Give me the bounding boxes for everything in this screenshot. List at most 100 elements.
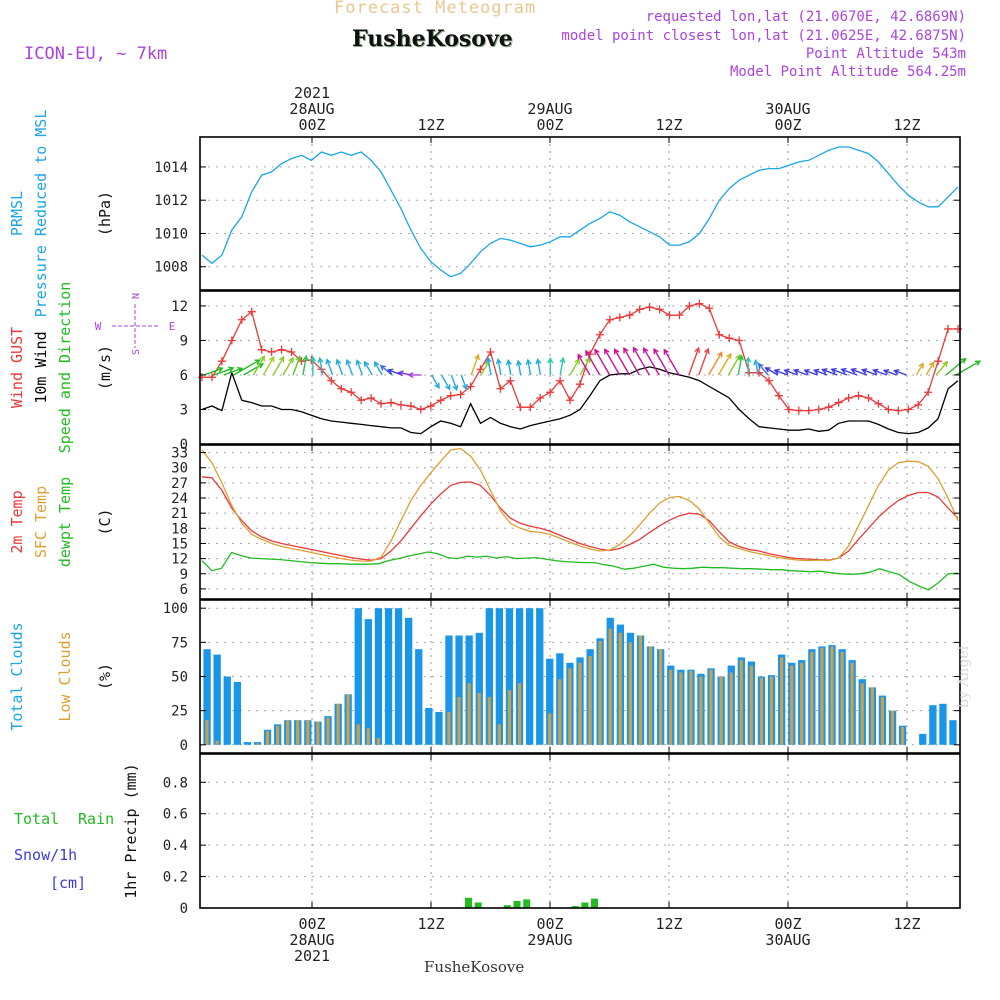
clouds-bar-low-clouds	[255, 743, 259, 745]
wind-arrow	[213, 367, 234, 376]
wind-ytick-label: 9	[180, 333, 188, 349]
wind-arrow-head	[345, 358, 352, 366]
wind-arrow-head	[613, 348, 620, 355]
clouds-bar-total-clouds	[445, 635, 453, 745]
wind-arrow	[460, 374, 467, 390]
gust-marker	[605, 315, 614, 324]
top-time-label: 29AUG	[527, 100, 572, 118]
pressure-ytick-label: 1010	[154, 226, 188, 242]
wind-arrow	[497, 359, 502, 376]
pressure-ytick-label: 1008	[154, 260, 188, 276]
gust-marker	[277, 345, 286, 354]
wind-arrow	[717, 353, 732, 376]
bottom-time-label: 12Z	[417, 915, 444, 933]
wind-arrow	[374, 361, 383, 376]
wind-arrow	[223, 367, 243, 376]
temperature-ytick-label: 15	[171, 536, 188, 552]
precip-bar-total-rain	[581, 902, 589, 908]
precip-ytick-label: 0.4	[163, 838, 188, 854]
clouds-bar-total-clouds	[233, 682, 241, 745]
wind-arrow	[517, 360, 522, 376]
wind-arrow	[754, 360, 759, 376]
wind-arrow	[203, 367, 223, 376]
clouds-bar-low-clouds	[618, 632, 622, 745]
temperature-series-sfc-temp	[201, 447, 959, 562]
clouds-bar-low-clouds	[719, 676, 723, 745]
wind-arrow	[319, 358, 324, 376]
wind-arrow-head	[716, 351, 723, 358]
wind-arrow-head	[764, 367, 771, 373]
wind-arrow	[594, 349, 611, 376]
wind-arrow	[430, 374, 440, 389]
gust-marker	[725, 334, 734, 343]
gust-marker	[675, 311, 684, 320]
wind-arrow	[688, 347, 700, 376]
gust-marker	[337, 384, 346, 393]
wind-arrow-head	[783, 368, 790, 375]
precip-ylabel: 1hr Precip (mm)	[122, 763, 140, 898]
gust-marker	[247, 307, 256, 316]
clouds-bar-total-clouds	[203, 649, 211, 745]
wind-arrow-head	[295, 355, 302, 362]
clouds-ytick-label: 0	[180, 738, 188, 754]
clouds-ytick-label: 25	[171, 704, 188, 720]
gust-marker	[526, 403, 535, 412]
clouds-bar-total-clouds	[415, 649, 423, 745]
clouds-bar-low-clouds	[306, 720, 310, 745]
bottom-time-label: 00Z	[536, 915, 563, 933]
data-layer	[198, 146, 982, 909]
clouds-bar-total-clouds	[213, 654, 221, 745]
clouds-bar-total-clouds	[546, 658, 554, 745]
bottom-time-label: 28AUG	[289, 931, 334, 949]
temperature-ytick-label: 6	[180, 582, 188, 598]
wind-arrow-head	[373, 360, 380, 368]
wind-arrow	[784, 369, 798, 376]
wind-arrow	[915, 363, 924, 376]
wind-arrow-head	[850, 367, 857, 374]
wind-side-label: Speed and Direction	[56, 282, 74, 454]
wind-series-10m-wind	[201, 366, 959, 435]
wind-arrow-head	[694, 346, 701, 354]
wind-ylabel: (m/s)	[96, 345, 114, 390]
gust-marker	[894, 406, 903, 415]
wind-arrow	[708, 352, 723, 376]
wind-arrow-head	[525, 358, 532, 366]
pressure-side-label: PRMSL	[8, 191, 26, 236]
wind-side-label: 10m Wind	[32, 331, 50, 403]
gust-marker	[566, 396, 575, 405]
gust-marker	[774, 391, 783, 400]
gust-marker	[595, 330, 604, 339]
wind-arrow	[282, 357, 294, 376]
precip-ytick-label: 0.8	[163, 775, 188, 791]
watermark: by Angel	[956, 645, 972, 708]
top-time-label: 28AUG	[289, 100, 334, 118]
precip-panel-frame	[199, 753, 961, 909]
wind-arrow	[831, 368, 848, 376]
top-time-label: 00Z	[774, 116, 801, 134]
gust-marker	[476, 365, 485, 374]
wind-ytick-label: 12	[171, 299, 188, 315]
temperature-series-2m-temp	[201, 476, 959, 561]
pressure-ytick-label: 1012	[154, 193, 188, 209]
gust-marker	[705, 304, 714, 313]
clouds-bar-total-clouds	[223, 676, 231, 745]
clouds-bar-low-clouds	[820, 647, 824, 745]
wind-arrow	[862, 369, 878, 376]
wind-arrow	[527, 359, 532, 376]
wind-arrow	[569, 359, 580, 376]
wind-arrow	[326, 359, 334, 376]
wind-arrow-head	[803, 368, 810, 375]
clouds-bar-total-clouds	[364, 619, 372, 745]
clouds-bar-low-clouds	[628, 642, 632, 745]
wind-arrow-head	[942, 360, 949, 367]
wind-arrow	[945, 358, 966, 376]
wind-arrow-head	[485, 356, 492, 363]
clouds-bar-low-clouds	[326, 717, 330, 745]
clouds-bar-total-clouds	[405, 617, 413, 745]
wind-arrow-head	[407, 371, 414, 378]
temperature-ytick-label: 12	[171, 552, 188, 568]
clouds-bar-low-clouds	[830, 646, 834, 745]
gust-marker	[207, 373, 216, 382]
wind-arrow	[487, 357, 492, 376]
wind-arrow-head	[893, 369, 900, 375]
